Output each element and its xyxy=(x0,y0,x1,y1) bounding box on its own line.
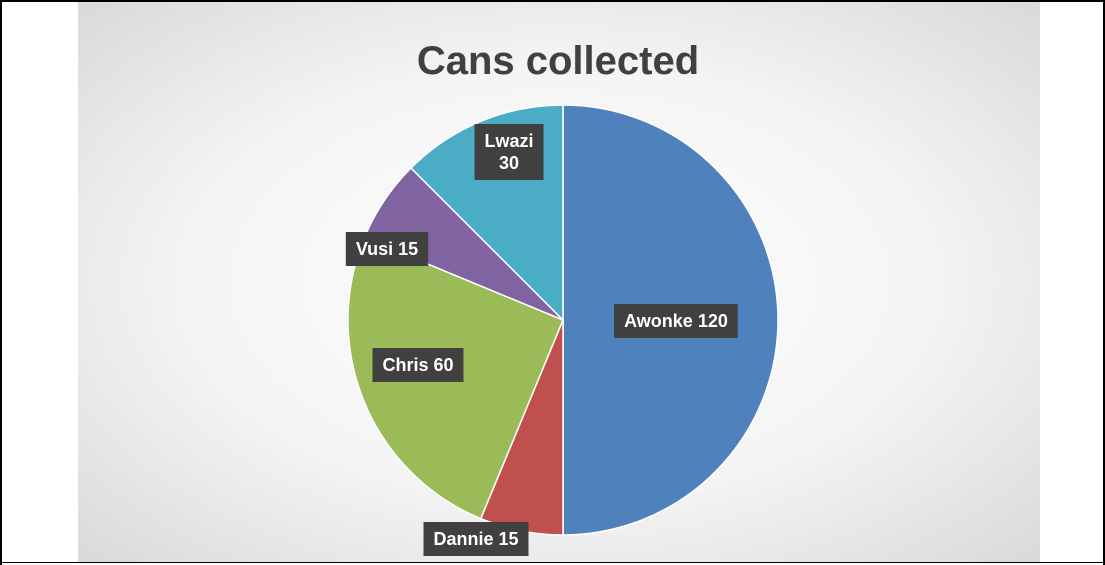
data-label-box xyxy=(423,522,529,556)
data-label-text: Chris 60 xyxy=(382,355,453,375)
chart-title: Cans collected xyxy=(417,39,699,83)
bottom-rule xyxy=(0,562,1105,563)
data-label-vusi: Vusi 15 xyxy=(345,232,429,266)
data-label-box xyxy=(614,304,738,338)
data-label-chris: Chris 60 xyxy=(372,348,464,382)
data-label-text: Awonke 120 xyxy=(624,311,728,331)
data-label-text: 30 xyxy=(499,153,519,173)
slice-labels: Awonke 120 Dannie 15 Chris 60 Vusi 15 Lwazi3… xyxy=(345,124,738,556)
data-label-awonke: Awonke 120 xyxy=(614,304,738,338)
data-label-box xyxy=(372,348,464,382)
data-label-text: Lwazi xyxy=(484,131,533,151)
data-label-box xyxy=(474,124,544,180)
data-label-box xyxy=(345,232,429,266)
data-label-text: Dannie 15 xyxy=(433,529,518,549)
data-label-dannie: Dannie 15 xyxy=(423,522,529,556)
data-label-text: Vusi 15 xyxy=(356,239,418,259)
